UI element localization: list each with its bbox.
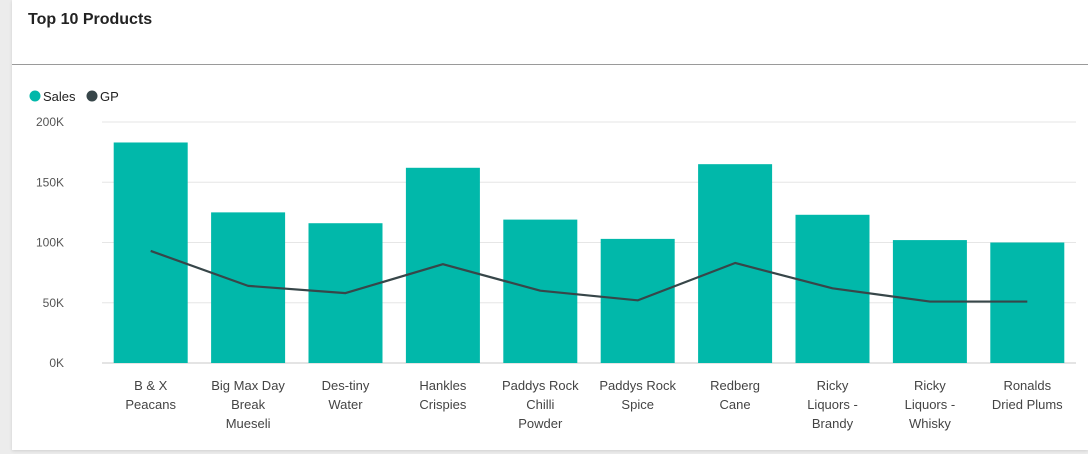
y-tick-label: 100K <box>36 236 64 250</box>
sales-bar[interactable] <box>990 242 1065 364</box>
legend-marker-sales[interactable] <box>29 90 41 102</box>
x-category-label: Des-tiny Water <box>322 378 370 412</box>
y-tick-label: 0K <box>49 356 64 370</box>
x-category-label: Ricky Liquors -Brandy <box>807 378 858 431</box>
x-category-label: Redberg Cane <box>710 378 760 412</box>
legend-label-sales[interactable]: Sales <box>43 89 76 104</box>
y-tick-label: 150K <box>36 175 64 189</box>
y-tick-label: 50K <box>43 296 64 310</box>
x-category-label: Paddys Rock Spice <box>599 378 676 412</box>
legend-label-gp[interactable]: GP <box>100 89 119 104</box>
card-title: Top 10 Products <box>28 11 153 28</box>
chart-card: Top 10 Products Sales GP 0K 50K 100K 150K 200K… <box>12 0 1088 450</box>
x-category-label: Big Max Day Break Mueseli <box>211 378 285 431</box>
x-category-label: Hankles Crispies <box>419 378 466 412</box>
y-tick-label: 200K <box>36 115 64 129</box>
x-category-label: Paddys Rock Chilli Powder <box>502 378 579 431</box>
sales-bar[interactable] <box>113 142 188 363</box>
gp-line[interactable] <box>150 249 1028 303</box>
x-category-label: B & X Peacans <box>125 378 176 412</box>
legend-marker-gp[interactable] <box>86 90 98 102</box>
title-divider <box>12 64 1088 65</box>
x-category-label: Ronalds Dried Plums <box>992 378 1063 412</box>
combo-chart: Sales GP 0K 50K 100K 150K 200K B & X Peacans Big … <box>29 89 1076 431</box>
x-category-label: Ricky Liquors -Whisky <box>905 378 956 431</box>
sales-bar[interactable] <box>405 167 480 363</box>
